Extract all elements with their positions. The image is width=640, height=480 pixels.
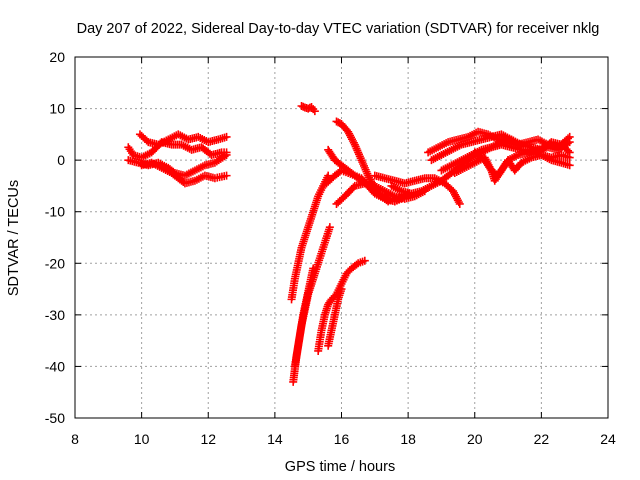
plot-frame [74, 56, 609, 419]
y-axis-label: SDTVAR / TECUs [6, 180, 22, 296]
series-b1 [287, 171, 333, 304]
x-axis-label: GPS time / hours [285, 459, 395, 475]
x-tick-label: 10 [134, 431, 150, 447]
y-tick-label: 10 [49, 101, 65, 117]
data-point-marker [565, 161, 574, 170]
y-tick-label: -20 [45, 255, 65, 271]
chart-title: Day 207 of 2022, Sidereal Day-to-day VTE… [77, 21, 600, 37]
y-tick-label: 20 [49, 49, 65, 65]
y-tick-label: -50 [45, 410, 65, 426]
x-tick-label: 20 [467, 431, 483, 447]
data-point-marker [565, 153, 574, 162]
series-d1 [370, 171, 464, 208]
series-a2 [135, 130, 231, 149]
x-tick-label: 24 [600, 431, 616, 447]
series-b5 [314, 256, 369, 355]
y-tick-label: -40 [45, 358, 65, 374]
x-tick-label: 12 [200, 431, 216, 447]
x-tick-label: 14 [267, 431, 283, 447]
data-point-marker [360, 256, 369, 265]
x-tick-label: 16 [334, 431, 350, 447]
x-tick-label: 22 [534, 431, 550, 447]
data-point-marker [310, 107, 319, 116]
x-tick-label: 8 [71, 431, 79, 447]
y-tick-label: -30 [45, 307, 65, 323]
data-point-marker [325, 223, 334, 232]
data-point-marker [565, 138, 574, 147]
x-tick-label: 18 [400, 431, 416, 447]
grid-lines [75, 57, 608, 418]
series-e5 [470, 138, 574, 185]
data-points [124, 101, 574, 386]
series-b6 [324, 285, 346, 350]
series-a1 [124, 138, 231, 162]
series-b4 [290, 223, 334, 371]
data-point-marker [324, 171, 333, 180]
y-tick-label: 0 [57, 152, 65, 168]
y-tick-label: -10 [45, 204, 65, 220]
series-a4 [137, 158, 231, 188]
data-point-marker [337, 285, 346, 294]
axis-ticks: 8 10 12 14 16 18 20 22 24 -50 -40 -30 -20 -10 0 10 20 [45, 49, 616, 447]
data-point-marker [222, 150, 231, 159]
series-b2 [297, 101, 319, 116]
data-point-marker [222, 171, 231, 180]
data-point-marker [455, 199, 464, 208]
data-point-marker [222, 132, 231, 141]
